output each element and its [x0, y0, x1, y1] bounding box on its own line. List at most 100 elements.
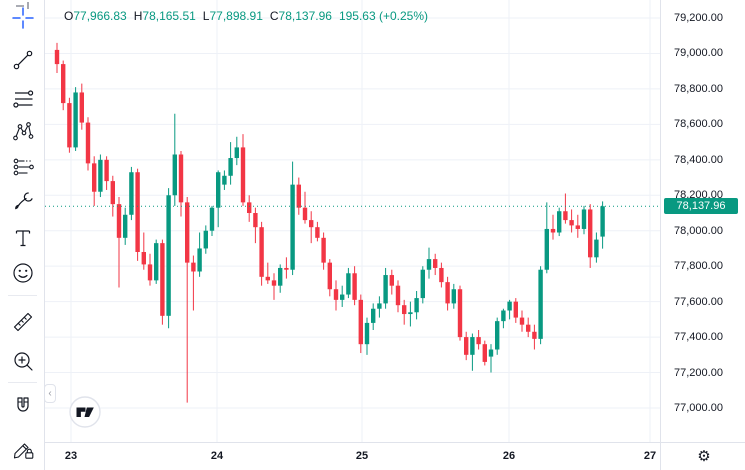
candle-body — [495, 321, 500, 350]
brush-icon — [15, 192, 33, 210]
candle-body — [271, 280, 277, 286]
candle-body — [116, 204, 122, 238]
candle-body — [575, 225, 580, 229]
magnet-tool-button[interactable] — [10, 393, 36, 419]
text-tool-button[interactable] — [10, 225, 36, 251]
candle-body — [290, 184, 295, 270]
candle-body — [383, 275, 388, 304]
last-price-badge: 78,137.96 — [664, 198, 738, 215]
candlestick-chart-canvas[interactable] — [45, 0, 660, 442]
candle-body — [185, 202, 190, 263]
price-axis[interactable]: 78,137.96 79,200.00 79,000.00 78,800.00 78,… — [660, 0, 745, 442]
candle-body — [433, 259, 438, 268]
ruler-icon — [13, 312, 33, 332]
price-axis-label: 78,600.00 — [674, 118, 723, 131]
change-value: 195.63 (+0.25%) — [338, 9, 428, 23]
position-tool-button[interactable] — [10, 153, 36, 179]
crosshair-icon — [12, 7, 34, 29]
emoji-tool-button[interactable] — [10, 260, 36, 286]
candle-body — [203, 230, 208, 249]
candle-body — [123, 214, 128, 238]
zoom-in-tool-button[interactable] — [10, 348, 36, 374]
candle-body — [364, 322, 370, 345]
candle-body — [420, 269, 425, 299]
candle-body — [445, 282, 450, 304]
partially-visible-tool-icon[interactable] — [10, 0, 36, 9]
text-icon — [15, 230, 31, 247]
toolbar-collapse-button[interactable]: ‹ — [44, 384, 56, 403]
toolbar-separator — [8, 382, 37, 383]
candle-body — [544, 228, 549, 270]
candle-body — [222, 175, 227, 185]
price-axis-label: 78,800.00 — [674, 82, 723, 95]
low-value: 77,898.91 — [209, 9, 263, 23]
xabcd-pattern-icon — [13, 122, 34, 141]
candle-body — [395, 285, 401, 306]
candle-body — [501, 310, 506, 322]
candle-body — [321, 237, 326, 263]
candle-body — [61, 64, 66, 104]
candle-body — [104, 159, 109, 182]
time-axis-label: 23 — [64, 450, 78, 462]
brush-tool-button[interactable] — [10, 188, 36, 214]
candle-body — [346, 273, 351, 295]
chart-plot-area[interactable]: O77,966.83 H78,165.51 L77,898.91 C78,137.96… — [44, 0, 660, 442]
time-axis-label: 25 — [355, 450, 369, 462]
price-axis-label: 77,800.00 — [674, 260, 723, 273]
price-axis-label: 78,400.00 — [674, 153, 723, 166]
candle-body — [457, 289, 463, 338]
candle-body — [507, 301, 512, 311]
candle-body — [147, 264, 153, 281]
smiley-icon — [13, 263, 33, 283]
price-axis-label: 77,000.00 — [674, 402, 723, 414]
trend-line-tool-button[interactable] — [10, 47, 36, 73]
time-axis-settings-button[interactable]: ⚙ — [694, 447, 714, 467]
candle-body — [54, 49, 60, 65]
candle-body — [557, 211, 562, 233]
price-axis-label: 79,000.00 — [674, 47, 723, 60]
candle-body — [588, 209, 593, 258]
long-position-icon — [13, 158, 34, 176]
zoom-in-icon — [14, 352, 33, 371]
gear-icon: ⚙ — [697, 448, 711, 465]
candle-body — [92, 163, 97, 192]
candle-body — [414, 298, 419, 313]
time-axis[interactable]: 23 24 25 26 27 — [45, 442, 660, 470]
candle-body — [358, 299, 363, 345]
tradingview-logo[interactable] — [69, 396, 101, 428]
candle-body — [563, 211, 568, 221]
high-label: H — [133, 9, 143, 23]
fib-retracement-icon — [13, 90, 34, 108]
time-axis-label: 27 — [643, 450, 657, 462]
open-value: 77,966.83 — [73, 9, 127, 23]
time-axis-label: 26 — [502, 450, 516, 462]
candle-body — [402, 305, 407, 315]
low-label: L — [202, 9, 210, 23]
candle-body — [513, 301, 518, 318]
candle-body — [172, 154, 177, 196]
pencil-lock-icon — [13, 443, 34, 459]
candle-body — [408, 312, 413, 315]
candle-body — [519, 317, 525, 325]
candle-body — [581, 209, 587, 229]
candle-body — [73, 92, 78, 148]
xabcd-pattern-tool-button[interactable] — [10, 118, 36, 144]
candle-body — [327, 262, 332, 290]
measure-tool-button[interactable] — [10, 309, 36, 335]
candle-body — [240, 147, 246, 203]
candle-body — [278, 267, 283, 286]
fib-retracement-tool-button[interactable] — [10, 86, 36, 112]
candle-body — [191, 262, 196, 272]
partial-tool-icon — [16, 2, 29, 9]
time-axis-corner: ⚙ — [660, 442, 745, 470]
chevron-left-icon: ‹ — [48, 387, 52, 399]
candle-body — [389, 275, 394, 286]
candle-body — [309, 220, 314, 228]
candle-body — [216, 172, 221, 208]
lock-drawings-tool-button[interactable] — [10, 436, 36, 462]
candle-body — [526, 324, 531, 332]
candle-body — [259, 227, 264, 277]
ohlc-legend: O77,966.83 H78,165.51 L77,898.91 C78,137.96… — [64, 9, 435, 23]
candle-body — [178, 154, 184, 203]
crosshair-tool-button[interactable] — [10, 5, 36, 31]
